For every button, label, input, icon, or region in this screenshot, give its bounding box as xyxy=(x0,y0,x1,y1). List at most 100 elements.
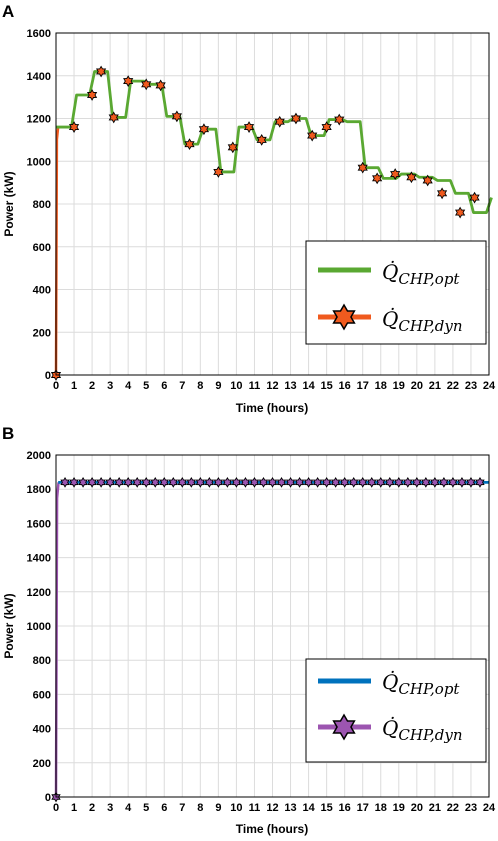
x-tick-label: 16 xyxy=(339,380,351,392)
y-tick-label: 200 xyxy=(33,758,51,770)
series-marker-dyn-b xyxy=(222,476,233,488)
legend-label-dyn-a: Q̇CHP,dyn xyxy=(382,307,463,335)
y-tick-label: 1200 xyxy=(27,114,51,126)
ticks-b: 0 1 2 3 4 5 6 7 8 9 10 11 12 13 14 15 16 17 18 19 20 21 22 23 24… xyxy=(27,450,496,814)
x-axis-label-b: Time (hours) xyxy=(236,822,308,836)
series-marker-dyn-b xyxy=(457,476,467,488)
legend-label-opt-b: Q̇CHP,opt xyxy=(382,670,460,698)
series-marker-dyn-b xyxy=(285,476,296,488)
x-tick-label: 2 xyxy=(89,380,95,392)
legend-symbol-dyn-a: Q̇ xyxy=(382,307,398,331)
x-tick-label: 3 xyxy=(107,380,113,392)
x-tick-label: 5 xyxy=(143,380,149,392)
y-tick-label: 400 xyxy=(33,724,51,736)
y-tick-label: 0 xyxy=(45,792,51,804)
x-tick-label: 0 xyxy=(53,802,59,814)
x-axis-label-a: Time (hours) xyxy=(236,401,308,415)
y-tick-label: 1600 xyxy=(27,28,51,40)
legend-symbol-opt-b: Q̇ xyxy=(382,670,398,694)
y-tick-label: 0 xyxy=(45,370,51,382)
x-tick-label: 20 xyxy=(411,380,423,392)
x-tick-label: 0 xyxy=(53,380,59,392)
series-marker-dyn-b xyxy=(159,476,169,488)
series-group-b xyxy=(51,476,489,803)
series-marker-dyn-a xyxy=(406,171,417,184)
x-tick-label: 15 xyxy=(321,380,333,392)
y-tick-label: 1400 xyxy=(27,553,51,565)
series-marker-dyn-a xyxy=(227,141,238,154)
series-marker-dyn-b xyxy=(303,476,314,488)
y-tick-label: 800 xyxy=(33,199,51,211)
y-tick-label: 600 xyxy=(33,689,51,701)
x-tick-label: 13 xyxy=(284,380,296,392)
x-tick-label: 1 xyxy=(71,380,77,392)
series-marker-dyn-a xyxy=(213,166,224,178)
series-marker-dyn-a xyxy=(155,79,166,92)
series-marker-dyn-a xyxy=(290,112,302,125)
x-tick-label: 22 xyxy=(447,380,459,392)
series-marker-dyn-b xyxy=(339,476,350,488)
x-tick-label: 15 xyxy=(321,802,333,814)
series-marker-dyn-b xyxy=(204,476,215,488)
y-tick-label: 1800 xyxy=(27,484,51,496)
series-marker-dyn-b xyxy=(358,476,368,488)
y-tick-label: 400 xyxy=(33,285,51,297)
x-tick-label: 12 xyxy=(266,802,278,814)
x-tick-label: 14 xyxy=(302,380,315,392)
y-tick-label: 1600 xyxy=(27,518,51,530)
legend-subscript-dyn-a: CHP,dyn xyxy=(398,317,462,335)
series-marker-dyn-a xyxy=(321,121,332,133)
x-tick-label: 19 xyxy=(393,380,405,392)
x-tick-label: 24 xyxy=(483,380,496,392)
y-tick-label: 1400 xyxy=(27,71,51,83)
legend-symbol-dyn-b: Q̇ xyxy=(382,716,398,740)
legend-label-opt-a: Q̇CHP,opt xyxy=(382,260,460,288)
y-axis-label-b: Power (kW) xyxy=(2,593,16,658)
panel-a: A 0 1 2 3 4 5 6 7 8 9 10 11 12 13 14 15 16 17 18 19 20 21 22 23… xyxy=(2,2,496,415)
series-marker-dyn-b xyxy=(69,476,79,488)
legend-marker-dyn-b xyxy=(332,713,356,741)
series-marker-dyn-a xyxy=(256,133,267,146)
series-marker-dyn-a xyxy=(86,89,98,101)
series-marker-dyn-b xyxy=(240,476,251,488)
x-tick-label: 3 xyxy=(107,802,113,814)
series-marker-dyn-b xyxy=(376,476,386,488)
series-marker-dyn-b xyxy=(186,476,196,488)
plot-frame-a xyxy=(55,32,490,376)
x-tick-label: 9 xyxy=(215,380,221,392)
series-marker-dyn-b xyxy=(321,476,332,488)
series-marker-dyn-b xyxy=(448,476,458,488)
series-marker-dyn-a xyxy=(357,161,368,174)
series-marker-dyn-a xyxy=(95,65,107,78)
series-marker-dyn-b xyxy=(177,476,187,488)
plot-frame-b xyxy=(55,454,490,798)
series-marker-dyn-b xyxy=(150,476,160,488)
x-tick-label: 19 xyxy=(393,802,405,814)
y-tick-label: 600 xyxy=(33,242,51,254)
legend-subscript-dyn-b: CHP,dyn xyxy=(398,726,462,744)
series-marker-dyn-b xyxy=(258,476,269,488)
series-marker-dyn-b xyxy=(195,476,206,488)
panel-label-b: B xyxy=(2,424,14,443)
x-tick-label: 23 xyxy=(465,802,477,814)
series-marker-dyn-b xyxy=(114,476,124,488)
x-tick-label: 12 xyxy=(266,380,278,392)
series-marker-dyn-a xyxy=(469,191,480,204)
x-tick-label: 17 xyxy=(357,802,369,814)
series-marker-dyn-b xyxy=(367,476,377,488)
y-axis-label-a: Power (kW) xyxy=(2,171,16,236)
y-tick-label: 2000 xyxy=(27,450,51,462)
series-marker-dyn-b xyxy=(412,476,422,488)
series-marker-dyn-a xyxy=(334,113,345,126)
series-marker-dyn-a xyxy=(274,115,285,128)
x-tick-label: 24 xyxy=(483,802,496,814)
series-marker-dyn-a xyxy=(198,123,210,136)
y-tick-label: 1000 xyxy=(27,621,51,633)
series-marker-dyn-a xyxy=(141,78,152,91)
series-marker-dyn-b xyxy=(330,476,341,488)
x-tick-label: 8 xyxy=(197,802,203,814)
series-marker-dyn-b xyxy=(141,476,151,488)
series-marker-dyn-b xyxy=(312,476,323,488)
series-marker-dyn-a xyxy=(307,129,318,142)
